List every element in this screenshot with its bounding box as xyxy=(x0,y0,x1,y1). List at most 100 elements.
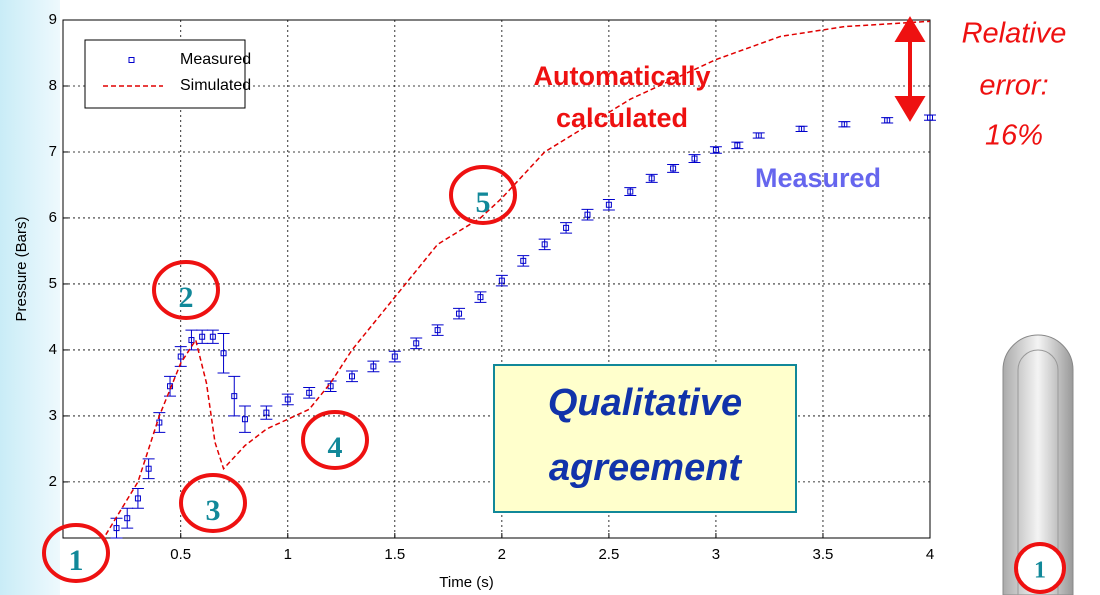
error-bar xyxy=(581,208,594,221)
marker-circle xyxy=(179,473,247,533)
marker-circle xyxy=(152,260,220,320)
data-point xyxy=(284,396,291,403)
data-point xyxy=(349,373,355,380)
error-bar xyxy=(410,337,423,350)
x-tick-label: 2 xyxy=(498,546,506,563)
annotation: Automatically xyxy=(533,61,710,91)
y-tick-label: 8 xyxy=(49,77,57,94)
error-bar xyxy=(453,307,466,320)
data-point xyxy=(209,333,216,340)
data-point xyxy=(541,241,548,248)
series-line xyxy=(105,20,931,536)
marker-number: 3 xyxy=(206,494,221,527)
data-point xyxy=(199,333,206,340)
error-bar xyxy=(538,238,551,251)
x-axis-label: Time (s) xyxy=(439,574,493,591)
data-point xyxy=(520,257,527,264)
annotation: agreement xyxy=(549,447,743,489)
marker-number: 4 xyxy=(328,431,343,464)
y-tick-label: 3 xyxy=(49,407,57,424)
x-tick-label: 3 xyxy=(712,546,720,563)
data-point xyxy=(145,465,152,472)
data-point xyxy=(755,132,762,139)
background-strip xyxy=(0,0,60,595)
legend-marker xyxy=(128,57,135,63)
error-bar xyxy=(367,360,380,373)
data-point xyxy=(177,353,184,360)
error-bar xyxy=(602,198,615,211)
error-bar xyxy=(517,255,530,267)
error-bar xyxy=(206,329,219,344)
y-tick-label: 5 xyxy=(49,275,57,292)
x-tick-label: 2.5 xyxy=(598,546,619,563)
annotation: Relative xyxy=(962,18,1067,50)
annotation: Measured xyxy=(755,163,881,193)
legend-label: Measured xyxy=(180,51,251,68)
data-point xyxy=(231,393,238,400)
data-point xyxy=(124,515,131,522)
error-bar xyxy=(431,324,444,336)
annotation: error: xyxy=(979,70,1048,102)
annotation: 16% xyxy=(985,120,1043,152)
x-tick-label: 1 xyxy=(284,546,292,563)
marker-circle xyxy=(42,523,110,583)
error-bar xyxy=(228,375,241,417)
x-tick-label: 3.5 xyxy=(813,546,834,563)
marker-circle xyxy=(301,410,369,470)
data-point xyxy=(241,416,248,423)
data-point xyxy=(413,340,420,347)
x-tick-label: 0.5 xyxy=(170,546,191,563)
y-axis-label: Pressure (Bars) xyxy=(13,216,30,321)
error-bar xyxy=(281,393,294,406)
data-point xyxy=(456,310,463,317)
data-point xyxy=(263,409,270,416)
error-bar xyxy=(121,507,134,529)
agreement-box xyxy=(493,364,797,513)
tube-icon xyxy=(1002,334,1074,595)
error-bar xyxy=(238,405,251,433)
data-point xyxy=(627,188,634,195)
marker-number: 2 xyxy=(179,281,194,314)
y-tick-label: 4 xyxy=(49,341,57,358)
marker-circle xyxy=(1014,542,1066,594)
error-bar xyxy=(388,350,401,363)
data-point xyxy=(670,165,677,172)
data-point xyxy=(584,211,591,218)
data-point xyxy=(927,114,933,121)
data-point xyxy=(841,121,848,128)
data-point xyxy=(605,201,612,208)
data-point xyxy=(306,389,313,396)
y-tick-label: 9 xyxy=(49,11,57,28)
legend-box xyxy=(84,39,246,109)
x-tick-label: 4 xyxy=(926,546,934,563)
data-point xyxy=(370,363,377,370)
data-point xyxy=(734,142,741,149)
error-bar xyxy=(346,370,358,383)
error-bar xyxy=(164,375,177,397)
data-point xyxy=(113,525,120,532)
data-point xyxy=(648,175,655,182)
error-bar xyxy=(142,458,155,480)
data-point xyxy=(691,155,698,162)
data-point xyxy=(498,277,505,284)
error-bar xyxy=(560,222,573,234)
data-point xyxy=(563,224,570,231)
error-bar xyxy=(260,405,273,420)
marker-number: 5 xyxy=(476,186,491,219)
data-point xyxy=(220,350,227,357)
data-point xyxy=(434,327,441,334)
marker-number: 1 xyxy=(1034,558,1046,584)
annotation: calculated xyxy=(556,103,688,133)
error-bar xyxy=(495,274,508,287)
error-arrow xyxy=(894,16,926,122)
y-tick-label: 7 xyxy=(49,143,57,160)
data-point xyxy=(477,294,484,301)
plot-frame xyxy=(62,19,931,539)
error-bar xyxy=(185,329,198,351)
data-point xyxy=(188,337,195,344)
data-point xyxy=(134,495,141,502)
marker-circle xyxy=(449,165,517,225)
error-bar xyxy=(217,332,230,374)
error-bar xyxy=(196,329,209,344)
